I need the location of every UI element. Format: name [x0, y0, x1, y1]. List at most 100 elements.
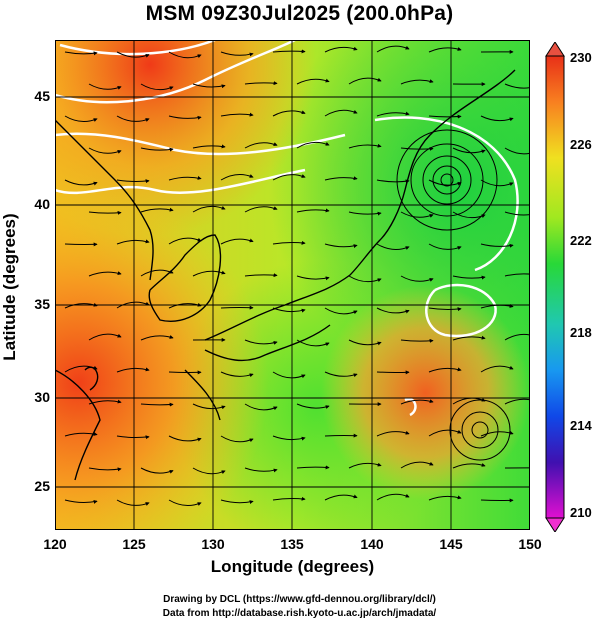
credit-data-source: Data from http://database.rish.kyoto-u.a…	[162, 608, 437, 619]
streamline	[296, 141, 330, 149]
streamline	[324, 494, 358, 501]
streamline	[64, 365, 98, 373]
streamline	[116, 499, 150, 506]
streamline	[244, 81, 278, 86]
streamline	[324, 243, 358, 249]
map-title: MSM 09Z30Jul2025 (200.0hPa)	[145, 2, 454, 25]
streamline	[296, 403, 330, 409]
streamline	[244, 273, 278, 278]
streamline	[220, 112, 254, 117]
streamline	[428, 429, 462, 437]
streamline	[272, 371, 306, 379]
vortex-south	[449, 399, 511, 461]
streamline	[64, 115, 98, 122]
streamline	[376, 243, 410, 250]
colorbar	[545, 42, 565, 532]
streamline	[192, 467, 226, 475]
streamline	[192, 205, 226, 213]
y-tick-label: 30	[34, 389, 50, 405]
colorbar-tick-label: 226	[570, 137, 592, 152]
streamline	[64, 499, 98, 504]
streamline	[116, 179, 150, 184]
streamline	[348, 77, 382, 85]
x-tick-label: 150	[518, 536, 542, 552]
streamline	[88, 399, 122, 405]
streamline	[140, 207, 174, 213]
streamline	[168, 302, 202, 309]
streamline	[348, 211, 382, 216]
y-tick-label: 45	[34, 88, 50, 104]
streamline	[272, 174, 306, 181]
streamline	[400, 399, 434, 405]
streamline	[116, 367, 150, 373]
streamline	[452, 275, 486, 280]
streamline	[376, 45, 410, 53]
coastlines	[55, 69, 516, 481]
streamline	[64, 51, 98, 56]
streamline	[140, 467, 174, 474]
streamline	[504, 147, 530, 155]
streamline	[296, 465, 330, 470]
x-axis-label: Longitude (degrees)	[210, 557, 375, 576]
streamline	[428, 47, 462, 53]
streamline	[220, 174, 254, 181]
wind-streamlines	[64, 45, 530, 506]
streamline	[272, 307, 306, 313]
streamline	[244, 206, 278, 213]
streamline	[400, 146, 434, 151]
streamline	[116, 301, 150, 309]
map-plot-area[interactable]	[55, 40, 530, 530]
streamline	[324, 109, 358, 117]
streamline	[168, 370, 202, 375]
streamline	[168, 115, 202, 120]
colorbar-tick-label: 230	[570, 50, 592, 65]
streamline	[168, 237, 202, 245]
streamline	[376, 179, 410, 184]
streamline	[192, 270, 226, 277]
streamline	[168, 435, 202, 442]
temperature-wind-map	[55, 40, 530, 530]
colorbar-tick-label: 218	[570, 325, 592, 340]
streamline	[168, 499, 202, 506]
streamline	[88, 210, 122, 215]
streamline	[348, 339, 382, 346]
streamline	[272, 240, 306, 245]
colorbar-tick-label: 222	[570, 233, 592, 248]
y-tick-label: 35	[34, 296, 50, 312]
streamline	[376, 493, 410, 501]
streamline	[220, 499, 254, 505]
streamline	[480, 115, 514, 122]
streamline	[244, 403, 278, 411]
streamline	[400, 211, 434, 218]
streamline	[324, 307, 358, 315]
streamline	[244, 467, 278, 473]
streamline	[272, 49, 306, 54]
x-tick-label: 125	[122, 536, 146, 552]
streamline	[64, 179, 98, 186]
streamline	[220, 435, 254, 443]
y-tick-label: 25	[34, 478, 50, 494]
streamline	[296, 208, 330, 213]
streamline	[296, 275, 330, 281]
streamline	[480, 303, 514, 309]
streamline	[504, 398, 530, 405]
streamline	[504, 273, 530, 277]
streamline	[64, 431, 98, 437]
streamline	[272, 435, 306, 441]
streamline	[116, 115, 150, 122]
streamline	[452, 147, 486, 154]
streamline	[192, 83, 226, 89]
streamline	[296, 78, 330, 85]
streamline	[348, 462, 382, 469]
x-tick-label: 135	[280, 536, 304, 552]
streamline	[272, 496, 306, 501]
streamline	[324, 46, 358, 53]
streamline	[88, 83, 122, 90]
streamline	[244, 339, 278, 345]
streamline	[400, 275, 434, 282]
colorbar-tick-label: 210	[570, 505, 592, 520]
streamline	[168, 51, 202, 59]
streamline	[376, 111, 410, 117]
streamline	[140, 335, 174, 341]
x-tick-label: 130	[201, 536, 225, 552]
